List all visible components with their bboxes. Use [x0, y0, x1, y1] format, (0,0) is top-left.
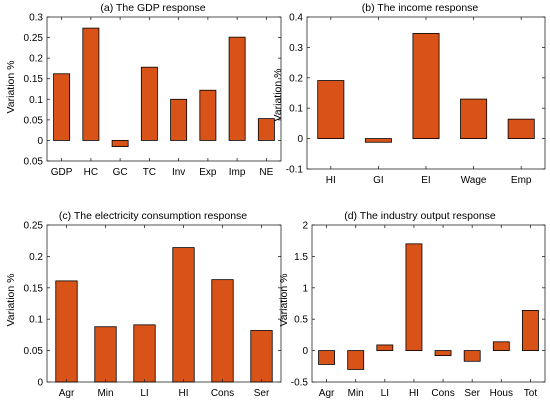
y-tick-label: 0.1 [29, 315, 43, 326]
bar-gc [111, 140, 129, 147]
x-tick-label: HI [409, 388, 419, 399]
plot-frame [46, 16, 282, 162]
x-tick-label: Cons [431, 388, 454, 399]
y-tick-label: 0.15 [24, 283, 44, 294]
x-tick-label: HI [326, 175, 336, 186]
x-tick-label: TC [143, 167, 156, 178]
bar-hi [317, 80, 345, 140]
chart-panel-electricity-consumption-response: (c) The electricity consumption response… [5, 210, 282, 399]
x-tick-label: Exp [199, 167, 217, 178]
bar-cons [434, 350, 452, 357]
x-tick-label: Cons [211, 388, 234, 399]
plot-frame [46, 224, 282, 383]
bar-exp [199, 89, 217, 141]
y-tick-label: 0.25 [24, 33, 44, 44]
y-tick-label: 0.3 [29, 13, 43, 24]
bar-ei [412, 33, 440, 139]
chart-title: (d) The industry output response [344, 210, 496, 222]
bar-ser [250, 330, 273, 383]
chart-panel-industry-output-response: (d) The industry output response Variati… [278, 210, 546, 399]
y-tick-label: 1.5 [294, 252, 308, 263]
bar-wage [460, 98, 488, 140]
x-tick-label: Min [348, 388, 364, 399]
bar-imp [228, 36, 246, 141]
x-tick-label: HC [84, 167, 98, 178]
x-tick-label: Inv [172, 167, 185, 178]
bar-li [133, 324, 156, 383]
y-tick-label: 0.2 [289, 73, 303, 84]
x-tick-label: Imp [229, 167, 246, 178]
x-tick-label: Min [97, 388, 113, 399]
bar-hi [405, 243, 423, 351]
x-tick-label: NE [259, 167, 273, 178]
x-tick-label: Ser [254, 388, 270, 399]
y-axis-label: Variation % [272, 69, 284, 122]
y-tick-label: -0.5 [291, 378, 309, 389]
y-tick-label: 0.5 [294, 315, 308, 326]
x-tick-label: LI [381, 388, 389, 399]
plot-frame [311, 224, 546, 383]
y-tick-label: 0.3 [289, 43, 303, 54]
bar-ser [463, 350, 481, 362]
y-tick-label: 0 [37, 378, 43, 389]
x-tick-label: EI [421, 175, 430, 186]
y-tick-label: 0 [302, 346, 308, 357]
bar-min [347, 350, 365, 370]
y-tick-label: 0.2 [29, 252, 43, 263]
y-tick-label: 0.05 [24, 346, 44, 357]
y-tick-label: 0.25 [24, 221, 44, 232]
bar-tc [140, 66, 158, 141]
bar-hi [172, 247, 195, 383]
x-tick-label: LI [140, 388, 148, 399]
bar-gi [364, 138, 392, 143]
bar-emp [507, 118, 535, 139]
y-tick-label: 0.15 [24, 74, 44, 85]
y-tick-label: -0.1 [286, 165, 304, 176]
bar-hous [492, 341, 510, 351]
y-tick-label: 0.05 [24, 115, 44, 126]
bar-ne [257, 118, 275, 141]
y-tick-label: 0.05 [24, 157, 44, 168]
x-tick-label: Agr [319, 388, 335, 399]
bar-gdp [53, 73, 71, 141]
x-tick-label: Wage [461, 175, 487, 186]
x-tick-label: Tot [524, 388, 538, 399]
y-axis-label: Variation % [5, 274, 17, 327]
bar-cons [211, 279, 234, 383]
x-tick-label: HI [179, 388, 189, 399]
chart-panel-income-response: (b) The income response Variation % -0.1… [272, 2, 546, 186]
y-tick-label: 0.4 [289, 13, 303, 24]
x-tick-label: Agr [59, 388, 75, 399]
y-axis-label: Variation % [278, 274, 290, 327]
x-tick-label: Ser [464, 388, 480, 399]
y-tick-label: 0 [297, 134, 303, 145]
y-axis-label: Variation % [5, 61, 17, 114]
chart-title: (b) The income response [362, 2, 479, 14]
y-tick-label: 2 [302, 221, 308, 232]
bar-tot [522, 310, 539, 352]
y-tick-label: 1 [302, 283, 308, 294]
x-tick-label: GDP [51, 167, 73, 178]
y-tick-label: 0.1 [29, 95, 43, 106]
x-tick-label: Hous [490, 388, 513, 399]
chart-title: (a) The GDP response [100, 2, 205, 14]
x-tick-label: GC [113, 167, 128, 178]
y-tick-label: 0 [37, 136, 43, 147]
bar-li [376, 344, 394, 352]
chart-panel-gdp-response: (a) The GDP response Variation % 0.05 0 0.… [5, 2, 282, 178]
bar-hc [82, 27, 100, 141]
bar-agr [318, 350, 335, 365]
x-tick-label: GI [373, 175, 384, 186]
y-tick-label: 0.1 [289, 104, 303, 115]
x-tick-label: Emp [511, 175, 532, 186]
y-tick-label: 0.2 [29, 54, 43, 65]
bar-agr [55, 280, 78, 383]
bar-min [94, 326, 117, 383]
bar-inv [170, 98, 188, 141]
chart-title: (c) The electricity consumption response [59, 210, 247, 222]
